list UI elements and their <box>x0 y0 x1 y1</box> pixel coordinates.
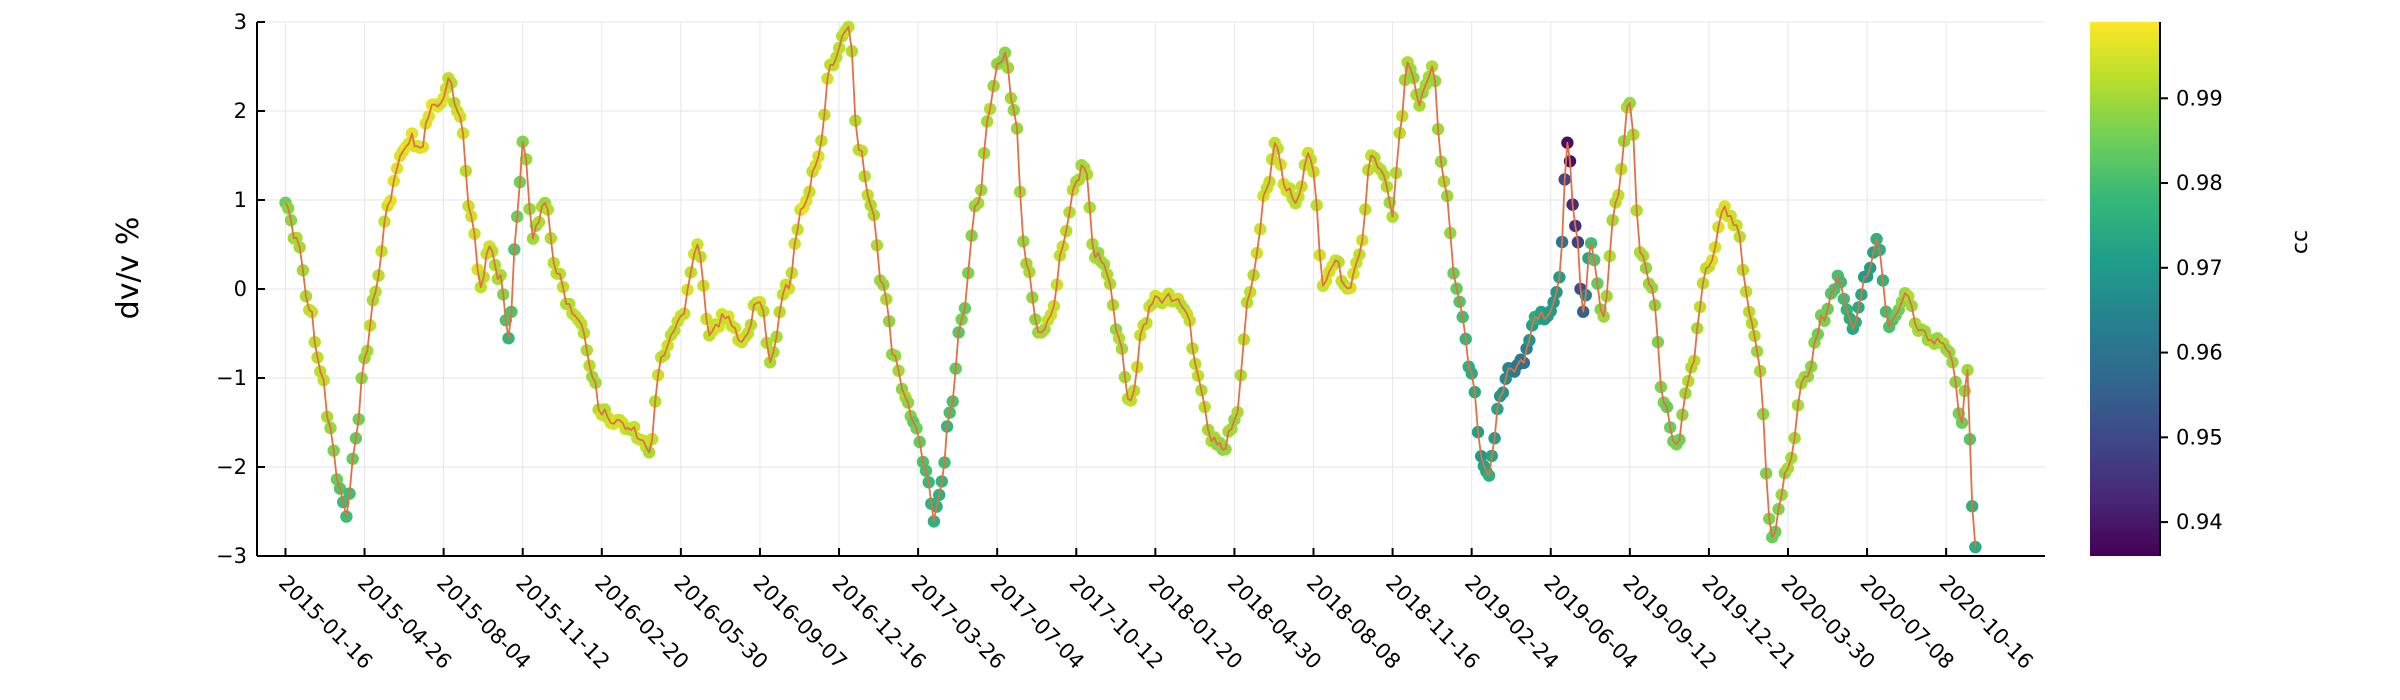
colorbar-label: cc <box>2288 230 2313 254</box>
colorbar-tick-label: 0.97 <box>2176 256 2223 280</box>
colorbar-tick-label: 0.95 <box>2176 425 2223 449</box>
colorbar-tick-label: 0.96 <box>2176 341 2223 365</box>
colorbar-tick-label: 0.99 <box>2176 86 2223 110</box>
y-axis-label: dv/v % <box>111 217 146 320</box>
colorbar-tick-label: 0.98 <box>2176 171 2223 195</box>
colorbar-tick-label: 0.94 <box>2176 510 2223 534</box>
colorbar-gradient <box>2090 22 2160 556</box>
y-tick-label: 1 <box>234 188 247 212</box>
y-tick-label: 2 <box>234 99 247 123</box>
y-tick-label: −1 <box>216 366 247 390</box>
dvv-points <box>279 20 1982 554</box>
y-tick-label: 3 <box>234 10 247 34</box>
y-tick-label: 0 <box>234 277 247 301</box>
data-point <box>1969 540 1982 554</box>
colorbar: 0.94 0.95 0.96 0.97 0.98 0.99 <box>2090 22 2223 556</box>
y-tick-label: −2 <box>216 455 247 479</box>
y-tick-label: −3 <box>216 544 247 568</box>
dvv-series-line <box>284 25 1977 548</box>
